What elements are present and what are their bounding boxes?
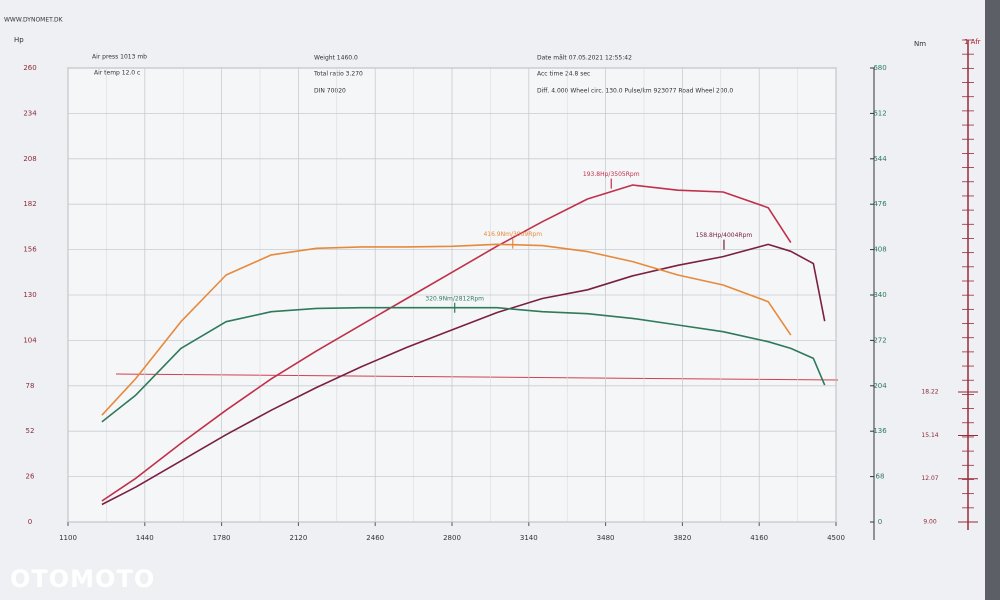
peak-label: 158.8Hp/4004Rpm — [696, 232, 753, 239]
x-tick-label: 2800 — [443, 534, 461, 542]
series-line — [101, 306, 826, 423]
series-line — [101, 243, 792, 416]
y-tick-label: 26 — [26, 473, 35, 481]
y2-tick-label: 272 — [873, 336, 886, 344]
note: DIN 70020 — [314, 88, 346, 95]
x-tick-label: 2120 — [289, 534, 307, 542]
x-tick-label: 1440 — [136, 534, 154, 542]
note: Weight 1460.0 — [314, 55, 358, 62]
note: Air press 1013 mb — [92, 54, 147, 61]
x-tick-label: 3820 — [673, 534, 691, 542]
y-tick-label: 130 — [23, 291, 36, 299]
series-line — [101, 184, 792, 502]
y-tick-label: 208 — [23, 155, 36, 163]
x-tick-label: 3140 — [520, 534, 538, 542]
y2-tick-label: 680 — [873, 64, 886, 72]
y2-tick-label: 0 — [878, 518, 882, 526]
y3-tick-label: 9.00 — [923, 519, 937, 526]
reference-line — [115, 373, 839, 381]
y2-tick-label: 340 — [873, 291, 886, 299]
y3-tick-label: 12.07 — [921, 475, 938, 482]
note: Total ratio 3.270 — [313, 71, 363, 78]
peak-label: 416.9Nm/3069Rpm — [483, 231, 542, 238]
y-tick-label: 182 — [23, 200, 36, 208]
watermark: OTOMOTO — [10, 565, 155, 593]
y2-tick-label: 204 — [873, 382, 887, 390]
y3-tick-label: 15.14 — [921, 432, 938, 439]
site: WWW.DYNOMET.DK — [4, 17, 64, 24]
x-tick-label: 1100 — [59, 534, 77, 542]
x-tick-label: 3480 — [597, 534, 615, 542]
y3-axis-title: 1 Afr — [964, 38, 981, 46]
y-axis-title: Hp — [14, 36, 24, 44]
x-tick-label: 4160 — [750, 534, 768, 542]
peak-label: 193.8Hp/3505Rpm — [583, 171, 640, 178]
note: Air temp 12.0 c — [94, 70, 140, 77]
y2-tick-label: 68 — [876, 473, 885, 481]
y2-tick-label: 136 — [873, 427, 887, 435]
y3-tick-label: 18.22 — [921, 389, 938, 396]
y-tick-label: 234 — [23, 109, 37, 117]
y2-tick-label: 408 — [873, 246, 886, 254]
note: Date målt 07.05.2021 12:55:42 — [537, 55, 632, 62]
x-tick-label: 2460 — [366, 534, 384, 542]
y-tick-label: 104 — [23, 336, 37, 344]
y-tick-label: 260 — [23, 64, 36, 72]
series-line — [101, 243, 826, 506]
note: Diff. 4.000 Wheel circ. 130.0 Pulse/km 9… — [537, 88, 733, 95]
y-tick-label: 0 — [28, 518, 32, 526]
y2-tick-label: 544 — [873, 155, 887, 163]
peak-label: 320.9Nm/2812Rpm — [425, 295, 484, 302]
y-tick-label: 156 — [23, 246, 37, 254]
y-tick-label: 52 — [26, 427, 35, 435]
y-tick-label: 78 — [26, 382, 35, 390]
x-tick-label: 1780 — [213, 534, 231, 542]
x-tick-label: 4500 — [827, 534, 845, 542]
y2-tick-label: 612 — [873, 109, 886, 117]
note: Acc time 24.8 sec — [537, 71, 590, 78]
y2-axis-title: Nm — [914, 40, 926, 48]
y2-tick-label: 476 — [873, 200, 887, 208]
